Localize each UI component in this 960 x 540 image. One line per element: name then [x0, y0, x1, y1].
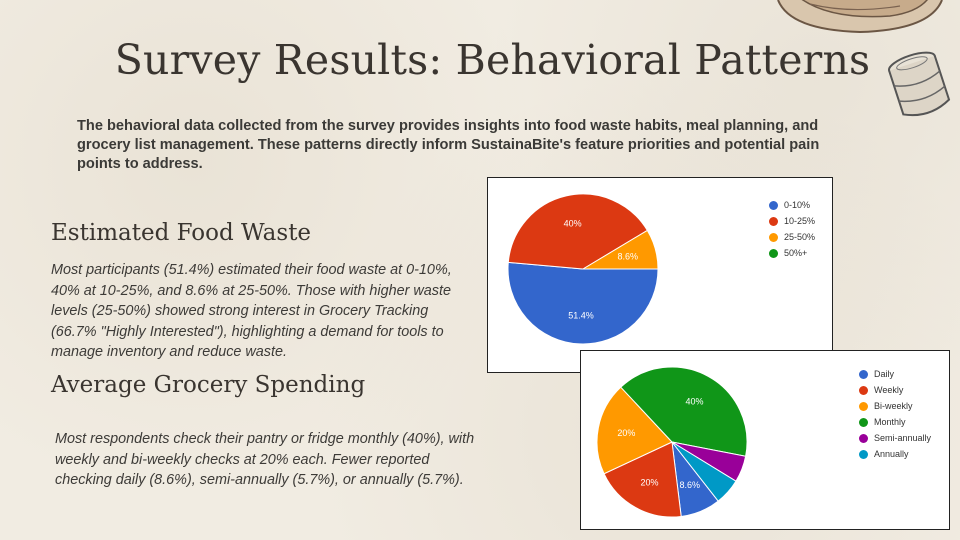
legend-label: 10-25% [784, 216, 816, 226]
food-waste-pie-chart: 51.4% 40% 8.6% 0-10% 10-25% 25-50% 50%+ [487, 177, 833, 373]
plate-illustration-icon [777, 0, 943, 34]
legend-dot-icon [769, 248, 778, 258]
pie2-legend-item: Monthly [859, 414, 931, 430]
pie2-legend-item: Annually [859, 446, 931, 462]
legend-dot-icon [859, 449, 868, 459]
food-waste-text: Most participants (51.4%) estimated thei… [51, 262, 452, 360]
pie1-slice-25-50 [581, 229, 659, 270]
legend-dot-icon [769, 216, 778, 226]
legend-dot-icon [859, 369, 868, 379]
pie2-legend-item: Weekly [859, 382, 931, 398]
pie2-slice-monthly [620, 366, 748, 457]
legend-dot-icon [859, 417, 868, 427]
legend-label: Semi-annually [874, 433, 932, 443]
can-illustration-icon [888, 51, 951, 117]
page-title: Survey Results: Behavioral Patterns [114, 36, 871, 84]
grocery-spending-heading: Average Grocery Spending [51, 372, 366, 398]
food-waste-legend: 0-10% 10-25% 25-50% 50%+ [769, 197, 815, 261]
pie1-slice-0-10 [507, 261, 659, 345]
legend-dot-icon [769, 200, 778, 210]
pie1-data-label: 8.6% [618, 252, 639, 262]
pie2-legend-item: Daily [859, 366, 931, 382]
grocery-spending-text: Most respondents check their pantry or f… [55, 431, 475, 488]
legend-dot-icon [859, 401, 868, 411]
pie2-data-label: 20% [640, 478, 658, 488]
pie2-slice-bi-weekly [596, 386, 673, 475]
legend-label: 25-50% [784, 232, 816, 242]
pie2-data-label: 40% [686, 396, 704, 406]
food-waste-pie-svg: 51.4% 40% 8.6% [507, 193, 659, 345]
legend-dot-icon [859, 385, 868, 395]
intro-paragraph: The behavioral data collected from the s… [77, 118, 820, 172]
legend-label: 0-10% [784, 200, 811, 210]
pie1-legend-item: 50%+ [769, 245, 815, 261]
pie1-legend-item: 10-25% [769, 213, 815, 229]
pie2-slice-weekly [603, 441, 682, 518]
pantry-check-legend: Daily Weekly Bi-weekly Monthly Semi-annually… [859, 366, 931, 462]
legend-label: 50%+ [784, 248, 808, 258]
legend-label: Weekly [874, 385, 904, 395]
pie2-legend-item: Semi-annually [859, 430, 931, 446]
pie1-data-label: 40% [564, 219, 582, 229]
legend-label: Daily [874, 369, 895, 379]
legend-label: Monthly [874, 417, 906, 427]
legend-label: Annually [874, 449, 909, 459]
pie2-slice-annually [671, 441, 737, 502]
pie2-legend-item: Bi-weekly [859, 398, 931, 414]
pie2-data-label: 20% [617, 428, 635, 438]
pantry-check-pie-chart: 8.6% 20% 20% 40% Daily Weekly Bi-weekly Monthl… [580, 350, 950, 530]
legend-label: Bi-weekly [874, 401, 913, 411]
legend-dot-icon [859, 433, 868, 443]
legend-dot-icon [769, 232, 778, 242]
food-waste-heading: Estimated Food Waste [51, 220, 312, 246]
pie1-data-label: 51.4% [568, 310, 594, 320]
pantry-check-pie-svg: 8.6% 20% 20% 40% [596, 366, 748, 518]
pie2-data-label: 8.6% [680, 480, 701, 490]
pie1-legend-item: 0-10% [769, 197, 815, 213]
pie1-slice-10-25 [507, 193, 649, 270]
pie1-legend-item: 25-50% [769, 229, 815, 245]
